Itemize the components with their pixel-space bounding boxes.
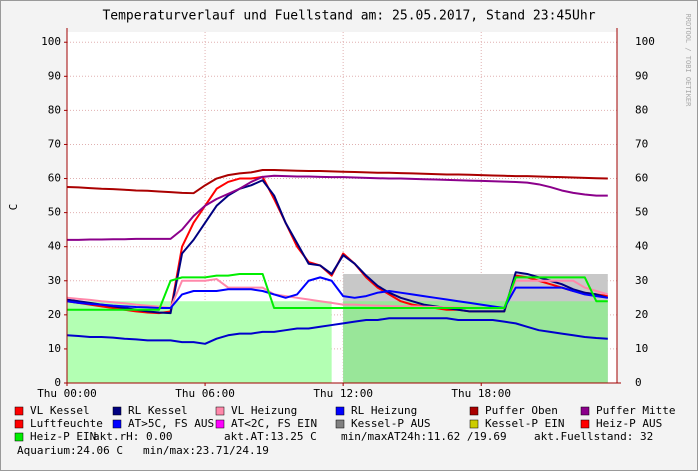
x-tick-label: Thu 12:00 — [313, 387, 373, 400]
y-tick-label: 50 — [48, 206, 61, 219]
y-tick-label: 60 — [48, 172, 61, 185]
legend-swatch — [14, 419, 24, 429]
y2-tick-label: 60 — [635, 172, 648, 185]
y-tick-label: 20 — [48, 308, 61, 321]
y-tick-label: 10 — [48, 342, 61, 355]
y-tick-label: 30 — [48, 274, 61, 287]
legend-swatch — [335, 419, 345, 429]
y2-tick-label: 70 — [635, 137, 648, 150]
legend-label: Kessel-P EIN — [485, 417, 564, 430]
legend-swatch — [469, 419, 479, 429]
x-tick-label: Thu 00:00 — [37, 387, 97, 400]
y2-tick-label: 20 — [635, 308, 648, 321]
line — [66, 169, 608, 195]
legend-swatch — [14, 432, 24, 442]
y-tick-label: 0 — [54, 376, 61, 389]
line — [66, 276, 608, 310]
legend-label: VL Kessel — [30, 404, 90, 417]
area — [343, 301, 608, 383]
y2-tick-label: 40 — [635, 240, 648, 253]
note: min/max:23.71/24.19 — [143, 444, 269, 457]
y2-tick-label: 50 — [635, 206, 648, 219]
note: min/maxAT24h:11.62 /19.69 — [341, 430, 507, 443]
legend-label: Luftfeuchte — [30, 417, 103, 430]
x-tick-label: Thu 06:00 — [175, 387, 235, 400]
legend-swatch — [112, 406, 122, 416]
labels: 0 0 10 10 20 20 30 30 40 40 50 50 60 60 70 70 80 80 90 90 10… — [14, 35, 675, 457]
legend-label: Puffer Oben — [485, 404, 558, 417]
y2-tick-label: 30 — [635, 274, 648, 287]
legend-swatch — [580, 419, 590, 429]
y2-tick-label: 80 — [635, 103, 648, 116]
watermark: RRDTOOL / TOBI OETIKER — [684, 14, 692, 108]
note: akt.Fuellstand: 32 — [534, 430, 653, 443]
y-tick-label: 90 — [48, 69, 61, 82]
line — [66, 278, 609, 310]
legend-label: Heiz-P EIN — [30, 430, 96, 443]
y-tick-label: 80 — [48, 103, 61, 116]
line — [66, 317, 608, 345]
line — [67, 174, 608, 241]
y2-tick-label: 100 — [635, 35, 655, 48]
legend-swatch — [14, 406, 24, 416]
note: Aquarium:24.06 C — [17, 444, 123, 457]
note: akt.rH: 0.00 — [93, 430, 172, 443]
legend-label: AT<2C, FS EIN — [231, 417, 317, 430]
y-tick-label: 70 — [48, 137, 61, 150]
legend-label: VL Heizung — [231, 404, 297, 417]
marks — [66, 28, 621, 384]
legend-swatch — [580, 406, 590, 416]
line — [67, 272, 608, 311]
legend-label: RL Heizung — [351, 404, 417, 417]
note: akt.AT:13.25 C — [224, 430, 317, 443]
legend-swatch — [215, 406, 225, 416]
legend-label: RL Kessel — [128, 404, 188, 417]
legend-label: AT>5C, FS AUS — [128, 417, 214, 430]
chart-title: Temperaturverlauf und Fuellstand am: 25.… — [102, 9, 595, 24]
legend-label: Heiz-P AUS — [596, 417, 662, 430]
legend-label: Puffer Mitte — [596, 404, 675, 417]
legend-swatch — [215, 419, 225, 429]
y-tick-label: 40 — [48, 240, 61, 253]
legend-label: Kessel-P AUS — [351, 417, 430, 430]
y-axis-label: C — [7, 204, 20, 211]
legend-swatch — [469, 406, 479, 416]
y2-tick-label: 0 — [635, 376, 642, 389]
y2-tick-label: 10 — [635, 342, 648, 355]
y2-tick-label: 90 — [635, 69, 648, 82]
legend-swatch — [335, 406, 345, 416]
y-tick-label: 100 — [41, 35, 61, 48]
legend-swatch — [112, 419, 122, 429]
line — [66, 179, 609, 315]
x-tick-label: Thu 18:00 — [451, 387, 511, 400]
